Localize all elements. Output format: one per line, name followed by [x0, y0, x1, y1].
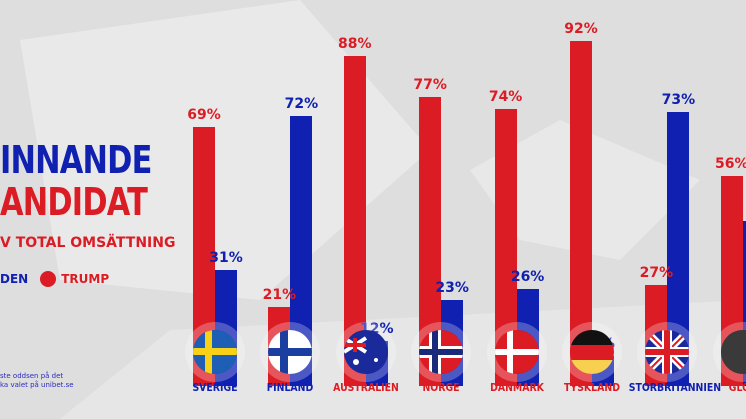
legend-trump: TRUMP [61, 272, 110, 286]
footer-line-2: ka valet på unibet.se [0, 381, 74, 389]
country-name: STORBRITANNIEN [629, 381, 722, 394]
country-name: SVERIGE [192, 381, 238, 394]
country-name: AUSTRALIEN [332, 381, 399, 394]
subtitle: V TOTAL OMSÄTTNING [0, 235, 176, 251]
country-name: GLOB [728, 381, 746, 394]
biden-value-label: 73% [661, 92, 696, 109]
country-name: FINLAND [267, 381, 314, 394]
denmark-flag-icon [494, 330, 539, 374]
biden-bar [667, 112, 690, 386]
trump-value-label: 69% [187, 107, 221, 124]
biden-value-label: 72% [284, 96, 319, 112]
trump-dot-icon [40, 271, 57, 287]
trump-value-label: 88% [338, 36, 372, 52]
trump-bar [494, 108, 517, 386]
trump-value-label: 77% [413, 77, 447, 94]
uk-flag-icon [645, 330, 690, 374]
finland-flag-icon [268, 330, 313, 374]
trump-value-label: 21% [262, 287, 297, 304]
trump-bar [419, 97, 442, 386]
footer-line-1: ste oddsen på det [0, 372, 64, 380]
legend-biden: DEN [0, 272, 29, 286]
norway-flag-icon [419, 330, 464, 374]
biden-value-label: 23% [435, 279, 469, 296]
trump-bar [193, 127, 215, 386]
biden-bar [290, 116, 313, 386]
biden-bar [742, 221, 746, 386]
germany-flag-icon [570, 330, 614, 374]
legend: DEN TRUMP [0, 271, 109, 287]
country-name: NORGE [422, 381, 460, 394]
trump-value-label: 56% [715, 156, 746, 172]
country-name: TYSKLAND [564, 381, 620, 394]
trump-value-label: 27% [639, 264, 674, 281]
biden-value-label: 26% [510, 268, 545, 285]
title-line-2: ANDIDAT [0, 180, 148, 224]
australia-flag-icon [343, 330, 388, 374]
country-name: DANMARK [489, 381, 544, 394]
trump-value-label: 74% [488, 88, 523, 105]
trump-bar [343, 56, 366, 386]
trump-bar [570, 41, 592, 386]
title-line-1: INNANDE [0, 138, 152, 182]
trump-value-label: 92% [564, 21, 598, 37]
footer-note: ste oddsen på det ka valet på unibet.se [0, 372, 74, 390]
sweden-flag-icon [193, 330, 237, 374]
biden-value-label: 31% [209, 249, 243, 266]
